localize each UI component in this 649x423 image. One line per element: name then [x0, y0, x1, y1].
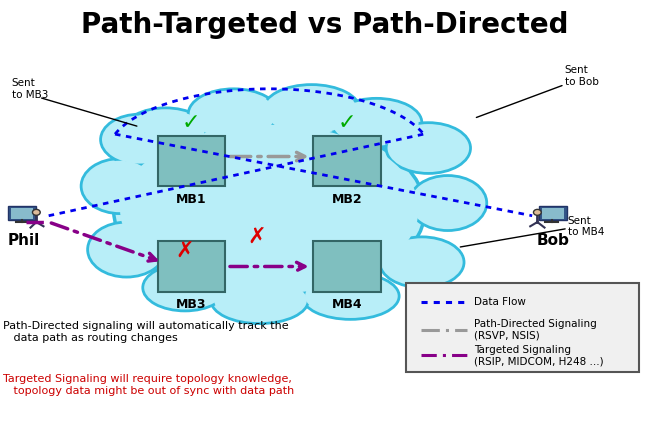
Ellipse shape — [389, 125, 467, 171]
Text: ✗: ✗ — [176, 240, 194, 261]
Text: MB3: MB3 — [177, 299, 206, 311]
Text: ✗: ✗ — [247, 227, 265, 247]
Text: ✓: ✓ — [182, 113, 201, 133]
Text: Sent
to MB3: Sent to MB3 — [12, 78, 48, 100]
Text: Bob: Bob — [537, 233, 569, 247]
Ellipse shape — [101, 114, 178, 165]
Text: Path-Targeted vs Path-Directed: Path-Targeted vs Path-Directed — [80, 11, 569, 38]
Ellipse shape — [127, 110, 204, 152]
Text: Sent
to MB4: Sent to MB4 — [568, 215, 604, 237]
FancyBboxPatch shape — [11, 208, 33, 219]
FancyBboxPatch shape — [406, 283, 639, 372]
Ellipse shape — [188, 89, 279, 140]
FancyBboxPatch shape — [8, 206, 36, 220]
Ellipse shape — [191, 91, 276, 137]
Ellipse shape — [81, 159, 159, 214]
Ellipse shape — [331, 99, 422, 147]
Ellipse shape — [211, 277, 308, 324]
FancyBboxPatch shape — [539, 206, 567, 220]
Ellipse shape — [380, 237, 464, 288]
Ellipse shape — [84, 161, 156, 212]
Text: Path-Directed Signaling
(RSVP, NSIS): Path-Directed Signaling (RSVP, NSIS) — [474, 319, 596, 341]
Ellipse shape — [302, 273, 399, 319]
Ellipse shape — [412, 178, 484, 228]
Text: Targeted Signaling will require topology knowledge,
   topology data might be ou: Targeted Signaling will require topology… — [3, 374, 295, 396]
Ellipse shape — [383, 239, 461, 286]
Text: Sent
to Bob: Sent to Bob — [565, 65, 598, 87]
Text: Path-Directed signaling will automatically track the
   data path as routing cha: Path-Directed signaling will automatical… — [3, 321, 289, 343]
FancyBboxPatch shape — [158, 241, 225, 292]
FancyBboxPatch shape — [313, 135, 381, 186]
Text: MB1: MB1 — [176, 193, 207, 206]
Ellipse shape — [334, 101, 419, 145]
Text: MB2: MB2 — [332, 193, 363, 206]
Text: Data Flow: Data Flow — [474, 297, 526, 307]
Ellipse shape — [123, 108, 208, 154]
Ellipse shape — [91, 224, 162, 275]
Ellipse shape — [88, 222, 165, 277]
Ellipse shape — [533, 209, 541, 215]
Ellipse shape — [305, 275, 396, 317]
Ellipse shape — [104, 116, 175, 163]
Text: ✓: ✓ — [338, 113, 356, 133]
FancyBboxPatch shape — [158, 135, 225, 186]
FancyBboxPatch shape — [313, 241, 381, 292]
Text: Targeted Signaling
(RSIP, MIDCOM, H248 ...): Targeted Signaling (RSIP, MIDCOM, H248 .… — [474, 344, 604, 366]
Text: MB4: MB4 — [332, 299, 363, 311]
Ellipse shape — [120, 125, 419, 294]
Ellipse shape — [32, 209, 40, 215]
Ellipse shape — [266, 87, 357, 133]
Ellipse shape — [263, 85, 360, 135]
Text: Phil: Phil — [8, 233, 40, 247]
Ellipse shape — [386, 123, 471, 173]
Ellipse shape — [143, 264, 227, 311]
Ellipse shape — [214, 279, 305, 321]
Ellipse shape — [114, 121, 425, 298]
FancyBboxPatch shape — [542, 208, 564, 219]
Ellipse shape — [409, 176, 487, 231]
Ellipse shape — [146, 266, 224, 309]
